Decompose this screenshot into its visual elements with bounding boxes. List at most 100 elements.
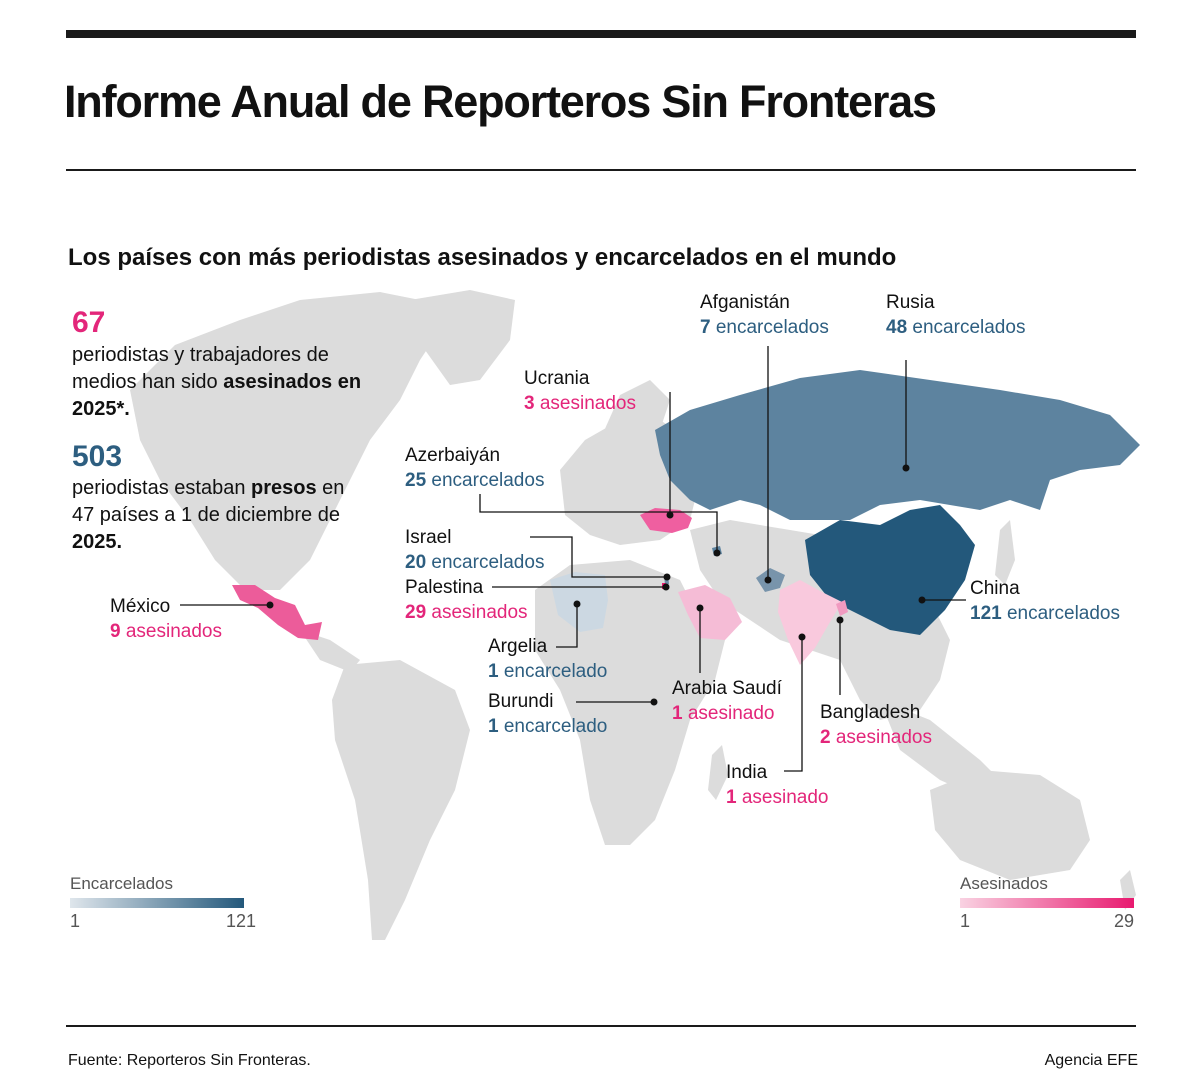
label-unit: asesinado [687, 703, 775, 724]
dot-arabia [696, 604, 704, 612]
label-unit: asesinado [741, 787, 829, 808]
dot-rusia [902, 464, 910, 472]
dot-azerbaiyan [713, 549, 721, 557]
label-name: China [970, 578, 1020, 599]
label-name: Israel [405, 527, 452, 548]
jailed-number: 503 [72, 440, 123, 473]
leader-israel [530, 536, 667, 578]
label-count: 7 [700, 317, 711, 338]
legend-killed-bar [960, 898, 1134, 908]
label-unit: encarcelados [431, 470, 545, 491]
label-unit: encarcelados [431, 552, 545, 573]
country-mexico [232, 585, 322, 640]
dot-ucrania [666, 511, 674, 519]
country-india [778, 580, 842, 665]
label-name: Afganistán [700, 292, 790, 313]
killed-text-end: *. [116, 398, 130, 420]
dot-israel [663, 573, 671, 581]
label-rusia: Rusia 48 encarcelados [886, 290, 1025, 340]
country-russia [655, 370, 1140, 520]
label-name: Palestina [405, 577, 484, 598]
source-note: Fuente: Reporteros Sin Fronteras. [68, 1052, 311, 1069]
label-name: México [110, 596, 171, 617]
label-argelia: Argelia 1 encarcelado [488, 634, 607, 684]
legend-killed-title: Asesinados [960, 874, 1048, 893]
legend-killed-min: 1 [960, 911, 971, 931]
label-unit: asesinados [125, 621, 222, 642]
dot-afganistan [764, 576, 772, 584]
label-name: Ucrania [524, 368, 590, 389]
label-ucrania: Ucrania 3 asesinados [524, 366, 636, 416]
killed-text: periodistas y trabajadores de medios han… [72, 342, 372, 423]
legend-jailed-bar [70, 898, 244, 908]
dot-india [798, 633, 806, 641]
label-unit: asesinados [835, 727, 932, 748]
top-bar [66, 30, 1136, 38]
label-count: 121 [970, 603, 1002, 624]
land-scandinavia [600, 380, 670, 445]
label-burundi: Burundi 1 encarcelado [488, 689, 607, 739]
country-bangladesh [836, 600, 848, 616]
label-azerbaiyan: Azerbaiyán 25 encarcelados [405, 443, 544, 493]
label-unit: asesinados [431, 602, 528, 623]
label-count: 2 [820, 727, 831, 748]
footer-divider [66, 1025, 1136, 1027]
label-count: 25 [405, 470, 427, 491]
dot-bangladesh [836, 616, 844, 624]
dot-china [918, 596, 926, 604]
label-name: Burundi [488, 691, 554, 712]
jailed-text-part-2: en 47 países a 1 de diciembre de [72, 477, 345, 526]
label-name: Arabia Saudí [672, 678, 782, 699]
leader-lines [180, 346, 966, 772]
jailed-text: periodistas estaban presos en 47 países … [72, 475, 372, 556]
country-saudi-arabia [678, 585, 742, 640]
dot-palestina [662, 583, 670, 591]
jailed-text-end: . [116, 531, 123, 553]
label-china: China 121 encarcelados [970, 576, 1120, 626]
label-unit: encarcelados [1006, 603, 1121, 624]
jailed-text-bold-2: 2025 [72, 531, 117, 553]
label-india: India 1 asesinado [726, 760, 828, 810]
label-unit: encarcelado [503, 716, 608, 737]
killed-text-part: periodistas y trabajadores de medios han… [72, 344, 329, 393]
label-arabia-saudi: Arabia Saudí 1 asesinado [672, 676, 782, 726]
credit: Agencia EFE [1044, 1052, 1138, 1069]
leader-dots [266, 464, 926, 706]
leader-argelia [556, 604, 578, 648]
legend-jailed-min: 1 [70, 911, 81, 931]
label-unit: encarcelado [503, 661, 608, 682]
label-unit: encarcelados [715, 317, 829, 338]
label-unit: encarcelados [912, 317, 1026, 338]
label-name: Bangladesh [820, 702, 921, 723]
jailed-text-bold: presos [251, 477, 317, 499]
label-unit: asesinados [539, 393, 636, 414]
label-name: Azerbaiyán [405, 445, 501, 466]
label-count: 1 [672, 703, 683, 724]
legend-jailed-title: Encarcelados [70, 874, 174, 893]
legend-jailed-max: 121 [225, 911, 256, 931]
label-count: 9 [110, 621, 121, 642]
label-count: 1 [488, 716, 499, 737]
label-afganistan: Afganistán 7 encarcelados [700, 290, 829, 340]
label-count: 20 [405, 552, 427, 573]
label-name: India [726, 762, 768, 783]
legend-killed-max: 29 [1113, 911, 1134, 931]
label-palestina: Palestina 29 asesinados [405, 575, 528, 625]
killed-number: 67 [72, 306, 106, 339]
jailed-text-part: periodistas estaban [72, 477, 252, 499]
land-madagascar [708, 745, 728, 800]
label-count: 29 [405, 602, 427, 623]
label-israel: Israel 20 encarcelados [405, 525, 544, 575]
label-count: 1 [726, 787, 737, 808]
land-japan [995, 520, 1015, 585]
page-title: Informe Anual de Reporteros Sin Frontera… [64, 76, 937, 127]
leader-india [784, 637, 803, 772]
country-china [805, 505, 975, 635]
land-north-america [130, 292, 440, 590]
land-australia [930, 770, 1090, 880]
land-central-america [300, 630, 360, 672]
dot-mexico [266, 601, 274, 609]
label-name: Rusia [886, 292, 935, 313]
title-divider [66, 169, 1136, 171]
